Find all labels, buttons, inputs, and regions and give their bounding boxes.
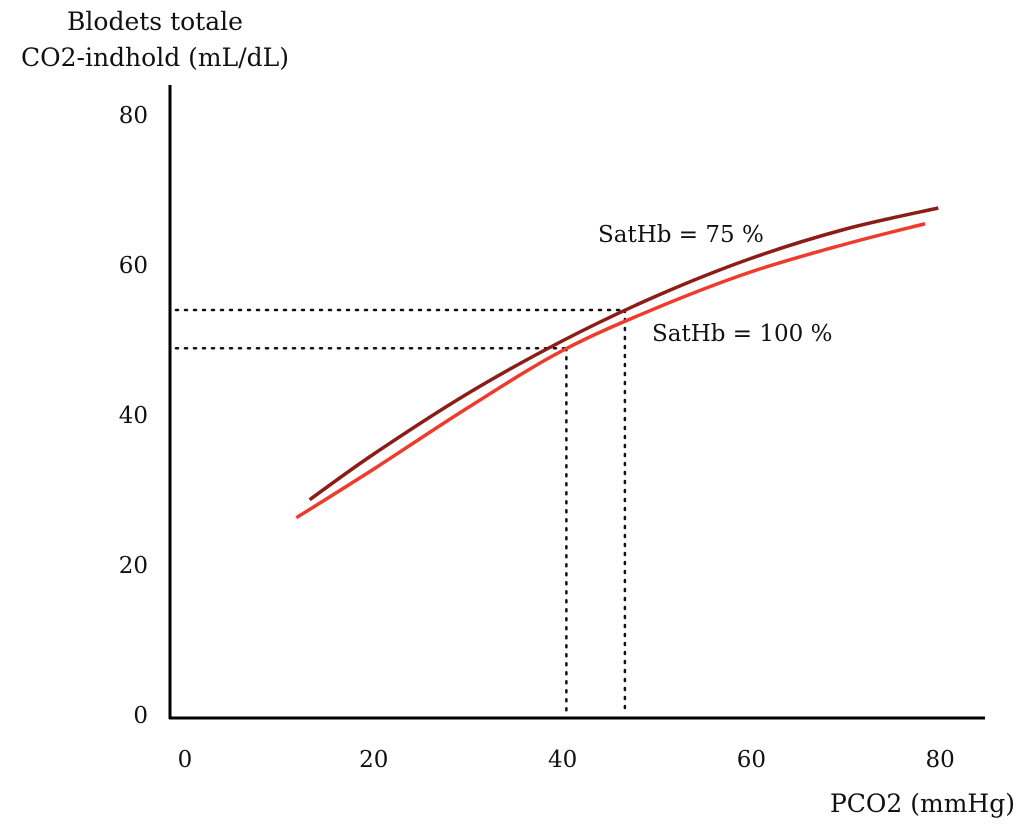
y-tick-label: 40 [119,403,148,429]
y-tick-label: 80 [119,103,148,129]
y-axis-label-line2: CO2-indhold (mL/dL) [21,43,289,72]
reference-lines [174,308,627,716]
y-tick-label: 0 [133,703,148,729]
x-tick-label: 60 [737,747,766,773]
series-label-100: SatHb = 100 % [652,321,832,347]
x-tick-label: 20 [359,747,388,773]
y-tick-label: 20 [119,553,148,579]
y-axis-label-line1: Blodets totale [67,7,243,36]
x-tick-label: 80 [926,747,955,773]
x-axis-label: PCO2 (mmHg) [830,789,1015,818]
series-label-75: SatHb = 75 % [598,222,764,248]
y-tick-label: 60 [119,253,148,279]
series-lines [295,206,939,520]
x-tick-label: 40 [548,747,577,773]
x-tick-label: 0 [178,747,193,773]
series-line-sathb-100 [295,222,926,520]
series-line-sathb-75 [308,206,939,502]
